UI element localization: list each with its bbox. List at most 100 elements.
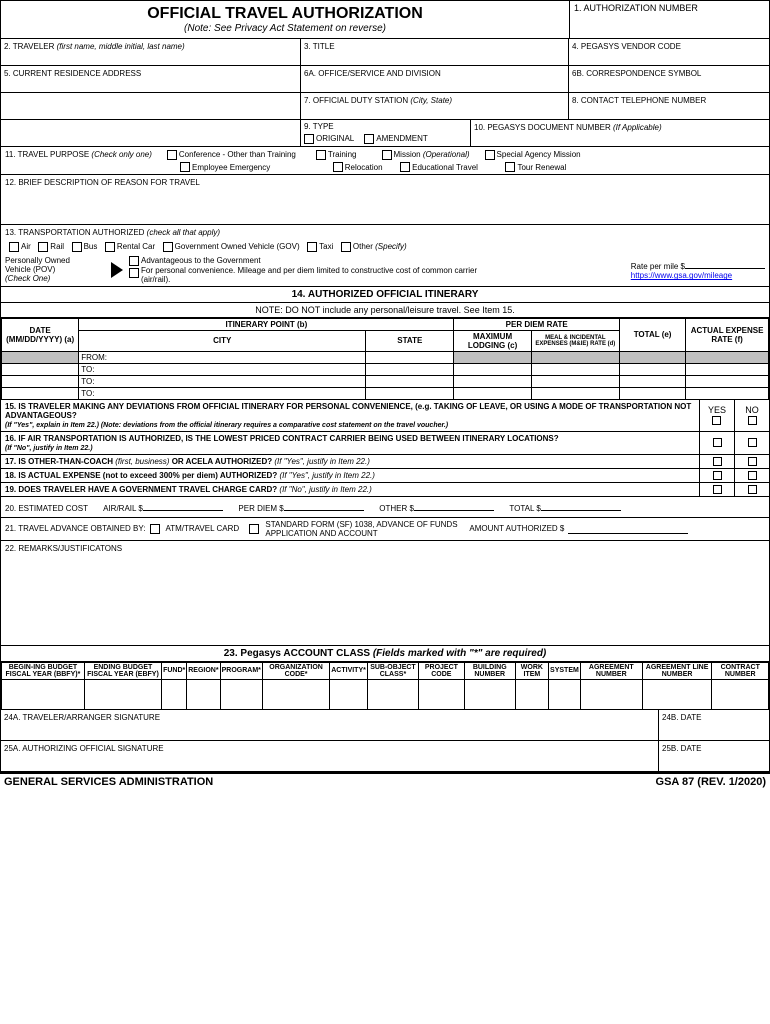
spacer-9 [1,120,301,146]
field-description[interactable]: 12. BRIEF DESCRIPTION OF REASON FOR TRAV… [1,175,769,225]
row-25: 25A. AUTHORIZING OFFICIAL SIGNATURE 25B.… [1,741,769,771]
field-25b[interactable]: 25B. DATE [659,741,769,771]
itin-row-to2[interactable]: TO: [2,375,769,387]
field-24b[interactable]: 24B. DATE [659,710,769,740]
cb-conference[interactable] [167,150,177,160]
cb-rail[interactable] [38,242,48,252]
cb-rental[interactable] [105,242,115,252]
row-5-6: 5. CURRENT RESIDENCE ADDRESS 6A. OFFICE/… [1,66,769,93]
cb-q15-yes[interactable] [712,416,721,425]
cb-educational[interactable] [400,162,410,172]
th-mie: MEAL & INCIDENTAL EXPENSES (M&IE) RATE (… [531,330,619,351]
cb-q18-yes[interactable] [713,471,722,480]
cb-emergency[interactable] [180,162,190,172]
th-state: STATE [366,330,454,351]
row-7-8: 7. OFFICIAL DUTY STATION (City, State) 8… [1,93,769,120]
th-city: CITY [79,330,366,351]
th-date: DATE (MM/DD/YYYY) (a) [2,318,79,351]
checkbox-amendment[interactable] [364,134,374,144]
rate-block: Rate per mile $ https://www.gsa.gov/mile… [631,259,765,280]
cb-gov[interactable] [163,242,173,252]
field-traveler[interactable]: 2. TRAVELER (first name, middle initial,… [1,39,301,65]
cb-q16-no[interactable] [748,438,757,447]
cb-q17-yes[interactable] [713,457,722,466]
footer-right: GSA 87 (REV. 1/2020) [656,776,766,788]
field-20: 20. ESTIMATED COST AIR/RAIL $ PER DIEM $… [1,497,769,518]
cb-relocation[interactable] [333,162,343,172]
cb-special[interactable] [485,150,495,160]
pov-options: Advantageous to the Government For perso… [129,256,481,284]
itin-row-from[interactable]: FROM: [2,351,769,363]
pov-label: Personally Owned Vehicle (POV) (Check On… [5,256,105,283]
row-2-3-4: 2. TRAVELER (first name, middle initial,… [1,39,769,66]
field-office[interactable]: 6A. OFFICE/SERVICE AND DIVISION [301,66,569,92]
q17: 17. IS OTHER-THAN-COACH (first, business… [1,455,769,469]
other-input[interactable] [414,501,494,511]
field-address[interactable]: 5. CURRENT RESIDENCE ADDRESS [1,66,301,92]
arrow-icon [111,262,123,278]
th-actual: ACTUAL EXPENSE RATE (f) [686,318,769,351]
field-title[interactable]: 3. TITLE [301,39,569,65]
cb-tour[interactable] [505,162,515,172]
field-transportation: 13. TRANSPORTATION AUTHORIZED (check all… [1,225,769,239]
field-doc-number[interactable]: 10. PEGASYS DOCUMENT NUMBER (If Applicab… [471,120,769,146]
cb-other[interactable] [341,242,351,252]
form-note: (Note: See Privacy Act Statement on reve… [5,23,565,34]
section-14-header: 14. AUTHORIZED OFFICIAL ITINERARY [1,287,769,303]
q15-text: 15. IS TRAVELER MAKING ANY DEVIATIONS FR… [1,400,699,431]
header-row: OFFICIAL TRAVEL AUTHORIZATION (Note: See… [1,1,769,39]
trans-checkboxes: Air Rail Bus Rental Car Government Owned… [1,239,769,254]
total-input[interactable] [541,501,621,511]
cb-q16-yes[interactable] [713,438,722,447]
field-24a[interactable]: 24A. TRAVELER/ARRANGER SIGNATURE [1,710,659,740]
th-lodging: MAXIMUM LODGING (c) [454,330,531,351]
mileage-link[interactable]: https://www.gsa.gov/mileage [631,271,732,280]
form-title: OFFICIAL TRAVEL AUTHORIZATION [5,5,565,23]
section-23-header: 23. Pegasys ACCOUNT CLASS (Fields marked… [1,645,769,662]
cb-taxi[interactable] [307,242,317,252]
field-25a[interactable]: 25A. AUTHORIZING OFFICIAL SIGNATURE [1,741,659,771]
cb-q19-no[interactable] [748,485,757,494]
cb-advantageous[interactable] [129,256,139,266]
footer: GENERAL SERVICES ADMINISTRATION GSA 87 (… [0,772,770,790]
section-14-note: NOTE: DO NOT include any personal/leisur… [1,303,769,318]
row-24: 24A. TRAVELER/ARRANGER SIGNATURE 24B. DA… [1,710,769,741]
field-address-cont [1,93,301,119]
yes-header: YES [699,400,734,431]
q18: 18. IS ACTUAL EXPENSE (not to exceed 300… [1,469,769,483]
account-header-row: BEGIN-ING BUDGET FISCAL YEAR (BBFY)* END… [2,662,769,679]
cb-personal-conv[interactable] [129,268,139,278]
cb-q17-no[interactable] [748,457,757,466]
cb-air[interactable] [9,242,19,252]
field-duty-station[interactable]: 7. OFFICIAL DUTY STATION (City, State) [301,93,569,119]
auth-number-cell: 1. AUTHORIZATION NUMBER [569,1,769,38]
field-phone[interactable]: 8. CONTACT TELEPHONE NUMBER [569,93,769,119]
no-header: NO [734,400,769,431]
field-21: 21. TRAVEL ADVANCE OBTAINED BY: ATM/TRAV… [1,518,769,541]
th-perdiem: PER DIEM RATE [454,318,620,330]
th-itinerary: ITINERARY POINT (b) [79,318,454,330]
footer-left: GENERAL SERVICES ADMINISTRATION [4,776,213,788]
cb-training[interactable] [316,150,326,160]
cb-q19-yes[interactable] [713,485,722,494]
checkbox-original[interactable] [304,134,314,144]
cb-bus[interactable] [72,242,82,252]
form-container: OFFICIAL TRAVEL AUTHORIZATION (Note: See… [0,0,770,772]
rate-input[interactable] [685,259,765,269]
itin-row-to3[interactable]: TO: [2,387,769,399]
auth-number-label: 1. AUTHORIZATION NUMBER [574,3,698,13]
cb-q18-no[interactable] [748,471,757,480]
perdiem-input[interactable] [284,501,364,511]
cb-mission[interactable] [382,150,392,160]
airrail-input[interactable] [143,501,223,511]
account-data-row[interactable] [2,679,769,709]
field-22[interactable]: 22. REMARKS/JUSTIFICATONS [1,541,769,645]
field-vendor-code[interactable]: 4. PEGASYS VENDOR CODE [569,39,769,65]
cb-sf1038[interactable] [249,524,259,534]
cb-q15-no[interactable] [748,416,757,425]
field-purpose: 11. TRAVEL PURPOSE (Check only one) Conf… [1,147,769,175]
cb-atm[interactable] [150,524,160,534]
field-corr-symbol[interactable]: 6B. CORRESPONDENCE SYMBOL [569,66,769,92]
amount-auth-input[interactable] [568,524,688,534]
itin-row-to1[interactable]: TO: [2,363,769,375]
